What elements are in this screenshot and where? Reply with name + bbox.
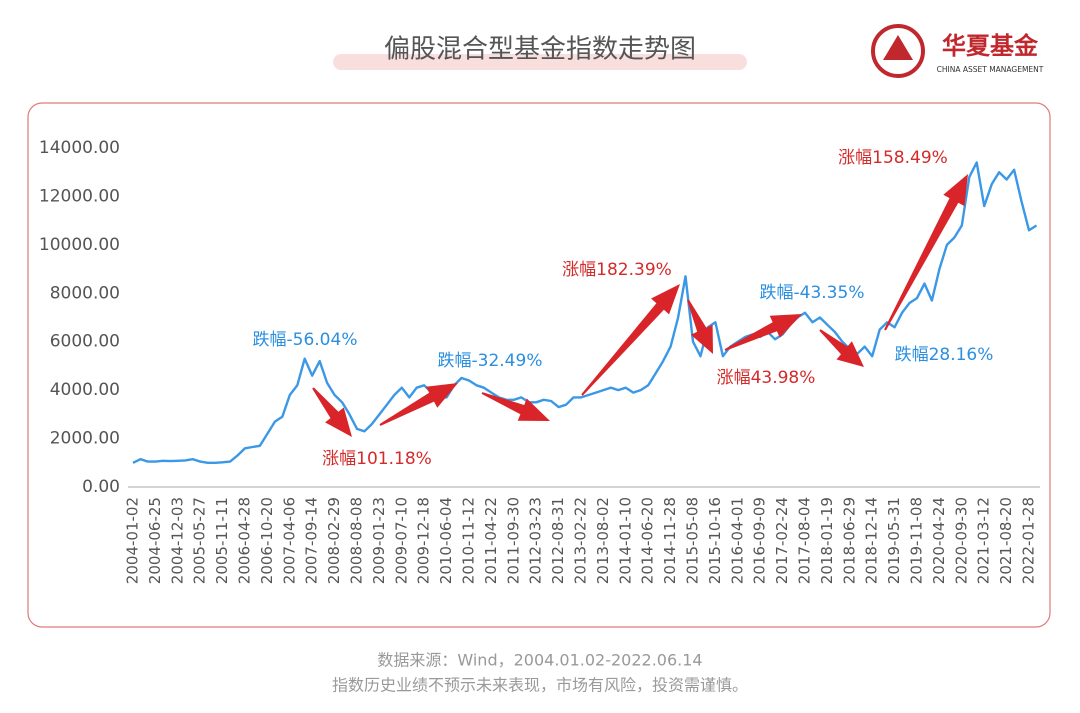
y-tick-label: 12000.00 bbox=[39, 186, 120, 206]
x-tick-label: 2011-09-30 bbox=[504, 497, 522, 584]
y-tick-label: 6000.00 bbox=[50, 332, 120, 352]
x-tick-label: 2014-01-10 bbox=[616, 497, 634, 584]
x-tick-label: 2014-06-20 bbox=[639, 497, 657, 584]
x-tick-label: 2018-12-14 bbox=[863, 497, 881, 584]
annotation: 跌幅-32.49% bbox=[438, 351, 543, 371]
annotation: 跌幅-56.04% bbox=[253, 330, 358, 350]
chart-title: 偏股混合型基金指数走势图 bbox=[384, 35, 696, 65]
logo-ring bbox=[871, 24, 925, 78]
x-tick-label: 2021-08-20 bbox=[997, 497, 1015, 584]
x-tick-label: 2008-02-29 bbox=[325, 497, 343, 584]
annotation: 涨幅182.39% bbox=[562, 260, 672, 280]
trend-arrow bbox=[581, 284, 680, 396]
y-tick-label: 2000.00 bbox=[50, 429, 120, 449]
x-tick-label: 2016-04-01 bbox=[728, 497, 746, 584]
x-tick-label: 2012-08-31 bbox=[549, 497, 567, 584]
x-tick-label: 2013-08-02 bbox=[594, 497, 612, 584]
y-tick-label: 14000.00 bbox=[39, 138, 120, 158]
brand-name: 华夏基金 bbox=[942, 32, 1039, 60]
x-tick-label: 2007-04-06 bbox=[280, 497, 298, 584]
annotation: 跌幅28.16% bbox=[895, 345, 994, 365]
x-tick-label: 2005-05-27 bbox=[191, 497, 209, 584]
x-tick-label: 2005-11-11 bbox=[213, 497, 231, 584]
x-tick-label: 2015-10-16 bbox=[706, 497, 724, 584]
x-tick-label: 2006-10-20 bbox=[258, 497, 276, 584]
x-tick-label: 2020-09-30 bbox=[952, 497, 970, 584]
disclaimer: 指数历史业绩不预示未来表现，市场有风险，投资需谨慎。 bbox=[332, 676, 748, 695]
y-tick-label: 0.00 bbox=[82, 477, 120, 497]
x-tick-label: 2022-01-28 bbox=[1020, 497, 1038, 584]
title-highlight bbox=[333, 54, 747, 70]
x-tick-label: 2014-11-28 bbox=[661, 497, 679, 584]
x-tick-label: 2008-08-08 bbox=[348, 497, 366, 584]
x-tick-label: 2011-04-22 bbox=[482, 497, 500, 584]
x-tick-label: 2010-11-12 bbox=[460, 497, 478, 584]
trend-arrow bbox=[884, 174, 968, 331]
x-tick-label: 2004-12-03 bbox=[168, 497, 186, 584]
annotation: 涨幅43.98% bbox=[717, 368, 816, 388]
x-tick-label: 2019-05-31 bbox=[885, 497, 903, 584]
x-tick-label: 2019-11-08 bbox=[908, 497, 926, 584]
source-note: 数据来源：Wind，2004.01.02-2022.06.14 bbox=[377, 651, 702, 670]
x-tick-label: 2018-01-19 bbox=[818, 497, 836, 584]
annotation: 涨幅101.18% bbox=[322, 449, 432, 469]
x-tick-label: 2012-03-23 bbox=[527, 497, 545, 584]
x-tick-label: 2009-01-23 bbox=[370, 497, 388, 584]
x-tick-label: 2015-05-08 bbox=[684, 497, 702, 584]
x-tick-label: 2006-04-28 bbox=[236, 497, 254, 584]
annotation: 涨幅158.49% bbox=[838, 148, 948, 168]
y-tick-label: 10000.00 bbox=[39, 235, 120, 255]
x-tick-label: 2007-09-14 bbox=[303, 497, 321, 584]
trend-arrow bbox=[312, 387, 352, 437]
trend-arrow bbox=[379, 383, 458, 426]
x-tick-label: 2004-01-02 bbox=[124, 497, 142, 584]
x-tick-label: 2017-08-04 bbox=[796, 497, 814, 584]
index-line bbox=[132, 161, 1038, 464]
trend-arrow bbox=[687, 299, 713, 354]
y-tick-label: 8000.00 bbox=[50, 283, 120, 303]
x-tick-label: 2010-06-04 bbox=[437, 497, 455, 584]
trend-arrow bbox=[819, 329, 864, 367]
y-tick-label: 4000.00 bbox=[50, 380, 120, 400]
chart-frame bbox=[27, 102, 1051, 628]
annotation: 跌幅-43.35% bbox=[760, 283, 865, 303]
x-tick-label: 2020-04-24 bbox=[930, 497, 948, 584]
x-tick-label: 2016-09-09 bbox=[751, 497, 769, 584]
logo-mark bbox=[883, 35, 913, 60]
x-tick-label: 2017-02-24 bbox=[773, 497, 791, 584]
x-tick-label: 2013-02-22 bbox=[572, 497, 590, 584]
x-tick-label: 2009-07-10 bbox=[392, 497, 410, 584]
x-tick-label: 2004-06-25 bbox=[146, 497, 164, 584]
x-tick-label: 2009-12-18 bbox=[415, 497, 433, 584]
x-tick-label: 2021-03-12 bbox=[975, 497, 993, 584]
x-tick-label: 2018-06-29 bbox=[840, 497, 858, 584]
trend-arrow bbox=[481, 392, 550, 421]
brand-english: CHINA ASSET MANAGEMENT bbox=[937, 65, 1044, 74]
trend-arrow bbox=[724, 314, 802, 351]
